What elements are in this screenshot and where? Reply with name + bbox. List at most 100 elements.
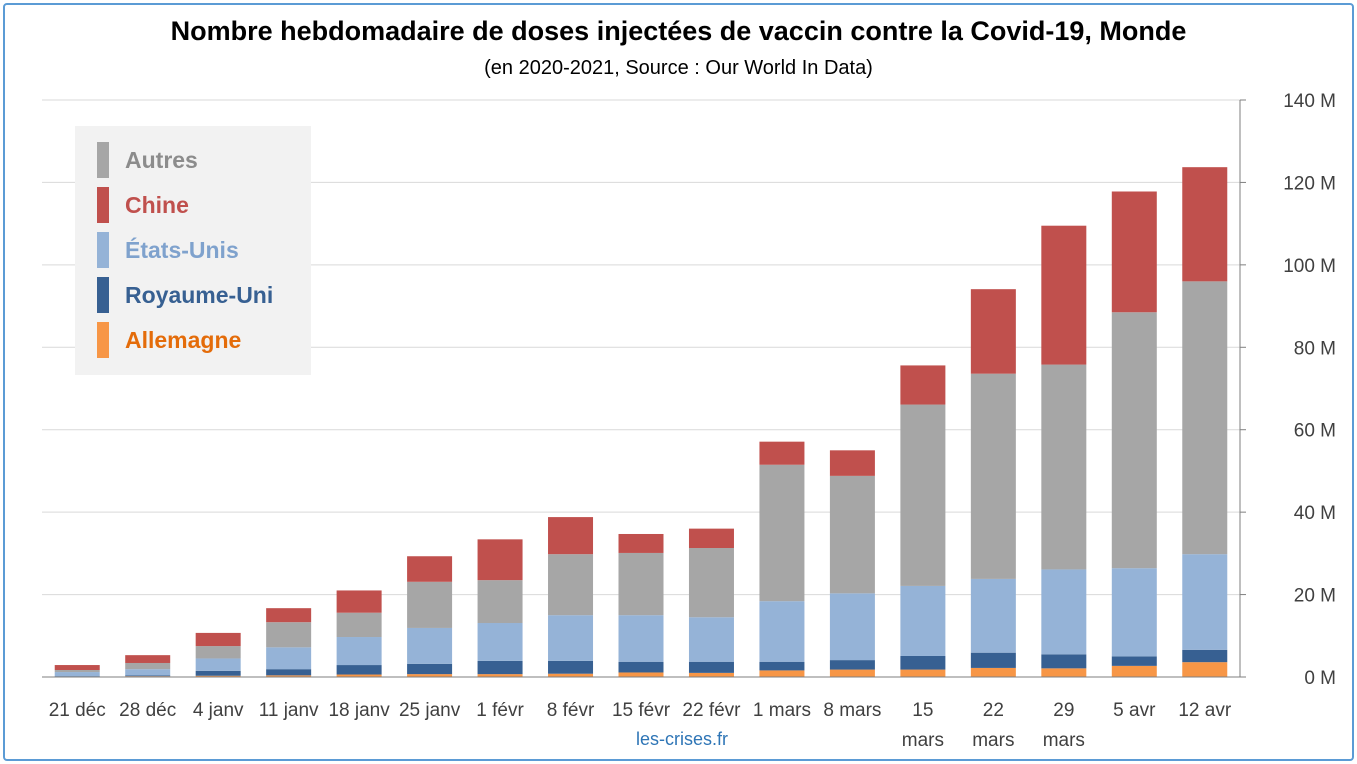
- bar-chine: [125, 655, 171, 663]
- bar--tats-unis: [829, 593, 875, 661]
- bar-allemagne: [407, 674, 453, 677]
- bar--tats-unis: [900, 585, 946, 656]
- bar-royaume-uni: [266, 669, 312, 676]
- bar-allemagne: [548, 673, 594, 677]
- bar-allemagne: [618, 672, 664, 677]
- bar--tats-unis: [759, 601, 805, 662]
- bar-royaume-uni: [759, 661, 805, 671]
- bar--tats-unis: [688, 617, 734, 662]
- x-tick-label: mars: [902, 730, 944, 751]
- x-tick-label: mars: [972, 730, 1014, 751]
- bar-chine: [1182, 167, 1228, 282]
- bar-royaume-uni: [407, 663, 453, 675]
- y-tick-label: 20 M: [1294, 586, 1336, 607]
- legend-label: Allemagne: [125, 326, 242, 353]
- bar--tats-unis: [336, 637, 382, 666]
- bar-royaume-uni: [1111, 656, 1157, 666]
- bar--tats-unis: [195, 658, 241, 671]
- bar-allemagne: [900, 669, 946, 677]
- x-tick-label: 22: [983, 700, 1004, 721]
- legend-item: Royaume-Uni: [97, 277, 273, 313]
- x-tick-label: 5 avr: [1113, 700, 1156, 721]
- bar-royaume-uni: [336, 665, 382, 675]
- bar-chine: [1111, 191, 1157, 313]
- x-tick-label: 4 janv: [193, 700, 244, 721]
- bar-allemagne: [477, 674, 523, 677]
- legend-swatch: [97, 232, 109, 268]
- legend-item: États-Unis: [97, 232, 239, 268]
- bar-royaume-uni: [829, 660, 875, 670]
- bar-allemagne: [266, 675, 312, 677]
- bar-allemagne: [1182, 662, 1228, 677]
- bar-chine: [900, 365, 946, 405]
- bar-autres: [125, 662, 171, 670]
- bar-royaume-uni: [548, 660, 594, 674]
- bar-chine: [970, 289, 1016, 374]
- bar-allemagne: [1111, 665, 1157, 677]
- legend-label: États-Unis: [125, 236, 239, 263]
- legend-swatch: [97, 142, 109, 178]
- legend-swatch: [97, 277, 109, 313]
- x-tick-label: 28 déc: [119, 700, 176, 721]
- bar-allemagne: [759, 670, 805, 677]
- bar--tats-unis: [1111, 568, 1157, 657]
- bar-chine: [1041, 225, 1087, 365]
- bar-autres: [1182, 281, 1228, 555]
- bar-royaume-uni: [1182, 649, 1228, 663]
- bar-chine: [407, 556, 453, 582]
- x-tick-label: 15 févr: [612, 700, 671, 721]
- x-tick-label: 8 févr: [547, 700, 595, 721]
- x-tick-label: 22 févr: [682, 700, 741, 721]
- bar--tats-unis: [54, 672, 100, 677]
- bar-royaume-uni: [195, 670, 241, 676]
- bar-chine: [829, 450, 875, 476]
- bar--tats-unis: [1041, 569, 1087, 655]
- bar-royaume-uni: [688, 661, 734, 673]
- bar-autres: [829, 475, 875, 594]
- bar--tats-unis: [548, 615, 594, 661]
- x-tick-label: 8 mars: [823, 700, 881, 721]
- bar-autres: [54, 669, 100, 673]
- legend-swatch: [97, 322, 109, 358]
- bar--tats-unis: [477, 623, 523, 661]
- legend-label: Royaume-Uni: [125, 281, 274, 308]
- bar-royaume-uni: [1041, 654, 1087, 669]
- y-tick-label: 0 M: [1304, 668, 1336, 689]
- bar-chine: [195, 632, 241, 647]
- y-tick-label: 60 M: [1294, 421, 1336, 442]
- y-tick-label: 120 M: [1283, 173, 1336, 194]
- bar-autres: [477, 580, 523, 624]
- legend-item: Autres: [97, 142, 198, 178]
- bar-autres: [548, 554, 594, 616]
- x-tick-label: 1 févr: [476, 700, 524, 721]
- bar-autres: [688, 547, 734, 618]
- bar-chine: [688, 528, 734, 548]
- bar-autres: [900, 404, 946, 586]
- y-tick-label: 100 M: [1283, 256, 1336, 277]
- bar-autres: [336, 612, 382, 638]
- chart-subtitle: (en 2020-2021, Source : Our World In Dat…: [484, 57, 873, 79]
- bar-chine: [759, 441, 805, 465]
- bar-autres: [759, 464, 805, 602]
- bar-autres: [195, 646, 241, 659]
- bar-chine: [266, 608, 312, 623]
- x-tick-label: 25 janv: [399, 700, 461, 721]
- x-tick-label: 1 mars: [753, 700, 811, 721]
- bar-allemagne: [688, 672, 734, 677]
- bar-chine: [477, 539, 523, 581]
- bar--tats-unis: [618, 615, 664, 662]
- legend-item: Chine: [97, 187, 189, 223]
- bar-allemagne: [1041, 668, 1087, 677]
- bar-allemagne: [195, 675, 241, 677]
- x-tick-label: 21 déc: [49, 700, 106, 721]
- bar-allemagne: [829, 669, 875, 677]
- legend-swatch: [97, 187, 109, 223]
- bar-royaume-uni: [125, 675, 171, 677]
- bar-autres: [970, 373, 1016, 579]
- legend-label: Autres: [125, 146, 198, 173]
- y-tick-label: 80 M: [1294, 338, 1336, 359]
- bar--tats-unis: [125, 669, 171, 676]
- bar--tats-unis: [407, 627, 453, 664]
- bar--tats-unis: [970, 578, 1016, 653]
